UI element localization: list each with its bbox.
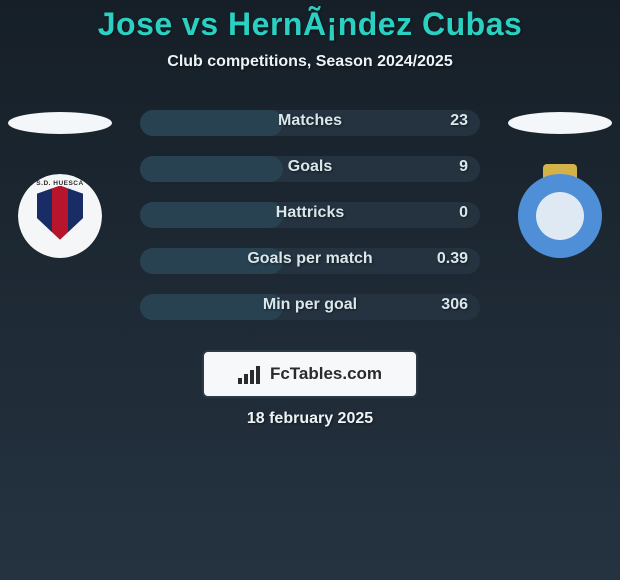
stat-row-label: Goals	[288, 158, 332, 176]
stat-row-label: Hattricks	[276, 204, 344, 222]
logo-bar-3	[250, 370, 254, 384]
logo-box: FcTables.com	[202, 350, 418, 398]
stat-row-label: Matches	[278, 112, 342, 130]
stat-row-value: 23	[450, 112, 468, 130]
stat-row: Goals 9	[140, 156, 480, 182]
comparison-card: Jose vs HernÃ¡ndez Cubas Club competitio…	[0, 0, 620, 580]
logo-text: FcTables.com	[270, 364, 382, 384]
logo-bar-4	[256, 366, 260, 384]
stat-row-fill	[140, 202, 283, 228]
stat-row-fill	[140, 156, 283, 182]
stat-row: Min per goal 306	[140, 294, 480, 320]
stat-row-label: Min per goal	[263, 296, 357, 314]
page-subtitle: Club competitions, Season 2024/2025	[0, 53, 620, 71]
date-text: 18 february 2025	[247, 410, 373, 428]
stat-row: Matches 23	[140, 110, 480, 136]
stat-row-value: 0.39	[437, 250, 468, 268]
logo-bar-1	[238, 378, 242, 384]
stat-row-value: 0	[459, 204, 468, 222]
stat-row: Goals per match 0.39	[140, 248, 480, 274]
stat-row: Hattricks 0	[140, 202, 480, 228]
header: Jose vs HernÃ¡ndez Cubas Club competitio…	[0, 0, 620, 71]
stat-row-value: 306	[441, 296, 468, 314]
stat-row-fill	[140, 110, 283, 136]
stat-row-fill	[140, 294, 283, 320]
stat-rows: Matches 23 Goals 9 Hattricks 0 Goals per match…	[0, 110, 620, 340]
logo-bar-2	[244, 374, 248, 384]
page-title: Jose vs HernÃ¡ndez Cubas	[0, 6, 620, 43]
stat-row-label: Goals per match	[247, 250, 372, 268]
stat-row-value: 9	[459, 158, 468, 176]
logo-chart-icon	[238, 364, 264, 384]
